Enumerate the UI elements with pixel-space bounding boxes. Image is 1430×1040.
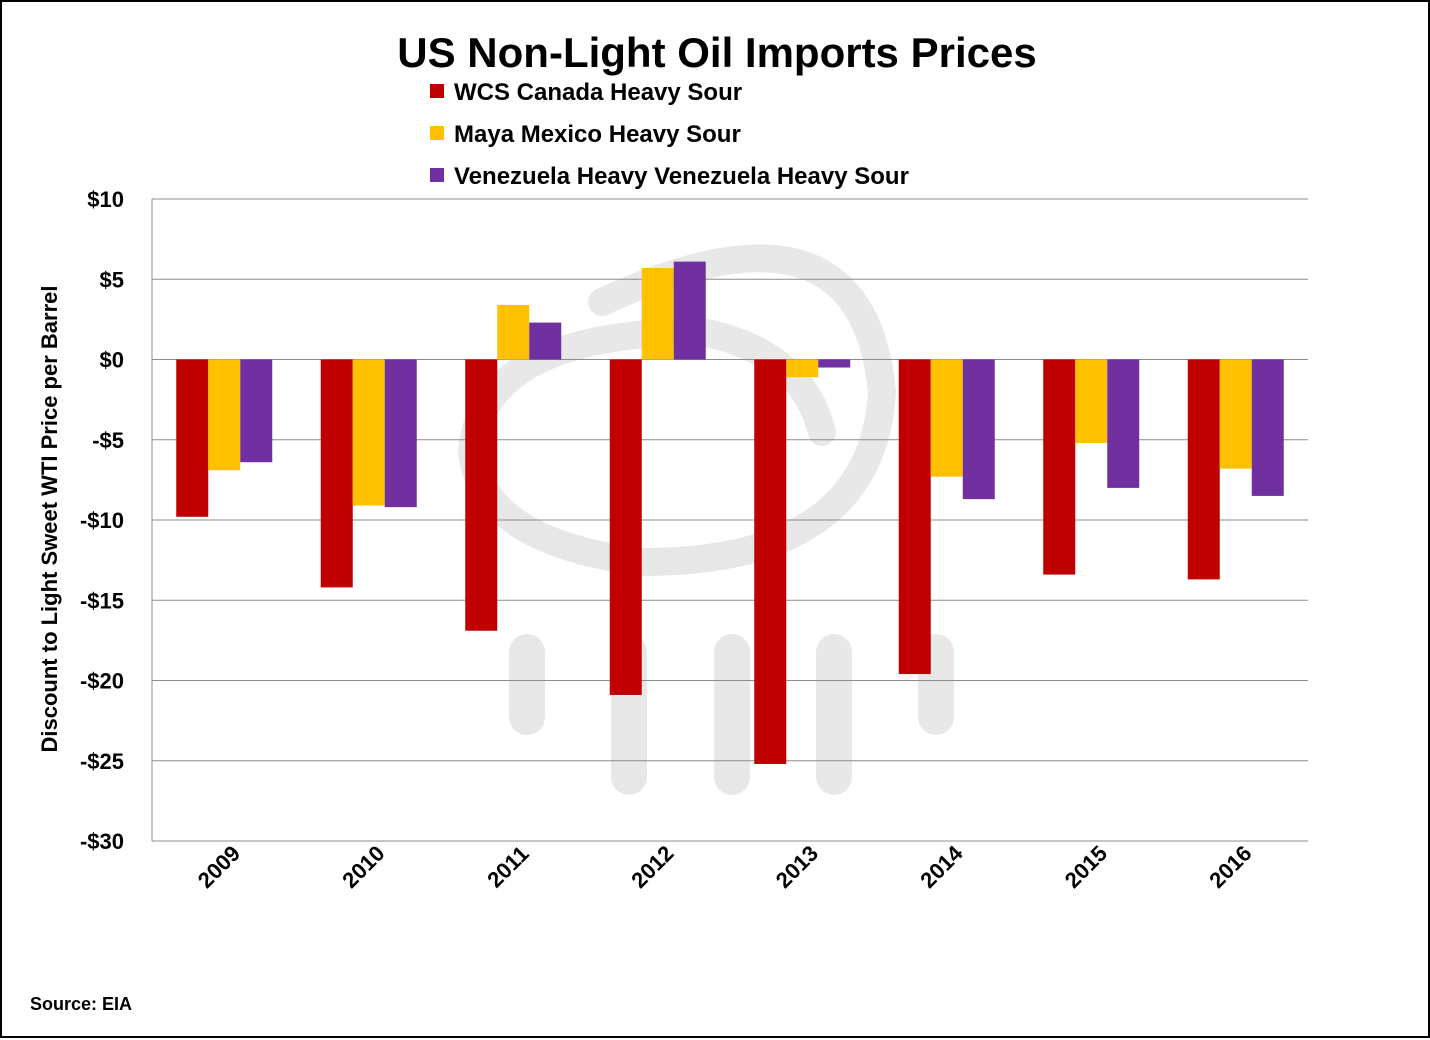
bar-venezuela-heavy-venezuela-heavy-sour-2013 — [818, 359, 851, 368]
bar-maya-mexico-heavy-sour-2014 — [930, 359, 963, 477]
bar-venezuela-heavy-venezuela-heavy-sour-2016 — [1251, 359, 1284, 496]
legend-swatch — [430, 84, 444, 98]
legend-swatch — [430, 168, 444, 182]
legend-label: Maya Mexico Heavy Sour — [454, 121, 741, 148]
chart-title: US Non-Light Oil Imports Prices — [397, 29, 1036, 76]
bar-wcs-canada-heavy-sour-2016 — [1187, 359, 1220, 580]
y-axis-ticks: $10 $5 $0 -$5 -$10 -$15 -$20 -$25 -$30 — [80, 187, 124, 854]
bar-venezuela-heavy-venezuela-heavy-sour-2015 — [1107, 359, 1140, 488]
bar-wcs-canada-heavy-sour-2009 — [176, 359, 209, 517]
bar-venezuela-heavy-venezuela-heavy-sour-2011 — [529, 322, 562, 360]
bar-venezuela-heavy-venezuela-heavy-sour-2014 — [962, 359, 995, 500]
x-tick-label: 2009 — [193, 841, 245, 893]
legend-label: Venezuela Heavy Venezuela Heavy Sour — [454, 163, 909, 190]
bar-maya-mexico-heavy-sour-2012 — [641, 268, 674, 360]
y-tick-label: -$15 — [80, 588, 124, 613]
legend-label: WCS Canada Heavy Sour — [454, 79, 742, 106]
x-tick-label: 2016 — [1204, 841, 1256, 893]
bar-venezuela-heavy-venezuela-heavy-sour-2010 — [384, 359, 417, 508]
bar-maya-mexico-heavy-sour-2016 — [1219, 359, 1252, 469]
bar-maya-mexico-heavy-sour-2013 — [786, 359, 819, 378]
y-tick-label: -$5 — [92, 428, 124, 453]
bar-maya-mexico-heavy-sour-2015 — [1075, 359, 1108, 443]
bar-maya-mexico-heavy-sour-2010 — [352, 359, 385, 506]
x-tick-label: 2012 — [626, 841, 678, 893]
y-axis-title: Discount to Light Sweet WTI Price per Ba… — [37, 286, 62, 753]
x-tick-label: 2013 — [771, 841, 823, 893]
legend-swatch — [430, 126, 444, 140]
y-tick-label: $0 — [100, 348, 124, 373]
bar-wcs-canada-heavy-sour-2012 — [609, 359, 642, 695]
x-tick-label: 2010 — [337, 841, 389, 893]
bar-maya-mexico-heavy-sour-2011 — [497, 304, 530, 360]
y-tick-label: -$25 — [80, 749, 124, 774]
x-tick-label: 2014 — [915, 840, 968, 893]
bar-wcs-canada-heavy-sour-2015 — [1043, 359, 1076, 575]
x-tick-label: 2011 — [482, 841, 533, 892]
bars — [176, 261, 1284, 764]
bar-venezuela-heavy-venezuela-heavy-sour-2012 — [673, 261, 706, 360]
bar-wcs-canada-heavy-sour-2013 — [754, 359, 787, 764]
y-tick-label: $5 — [100, 267, 124, 292]
legend: WCS Canada Heavy Sour Maya Mexico Heavy S… — [430, 79, 909, 190]
y-tick-label: -$20 — [80, 669, 124, 694]
x-tick-label: 2015 — [1060, 841, 1112, 893]
bar-venezuela-heavy-venezuela-heavy-sour-2009 — [240, 359, 273, 463]
bar-maya-mexico-heavy-sour-2009 — [208, 359, 241, 471]
source-note: Source: EIA — [30, 994, 132, 1014]
y-tick-label: $10 — [87, 187, 124, 212]
y-tick-label: -$30 — [80, 829, 124, 854]
y-tick-label: -$10 — [80, 508, 124, 533]
bar-wcs-canada-heavy-sour-2011 — [465, 359, 498, 631]
bar-wcs-canada-heavy-sour-2010 — [320, 359, 353, 588]
x-axis-ticks: 2009 2010 2011 2012 2013 2014 2015 2016 — [193, 840, 1257, 893]
bar-wcs-canada-heavy-sour-2014 — [898, 359, 931, 675]
